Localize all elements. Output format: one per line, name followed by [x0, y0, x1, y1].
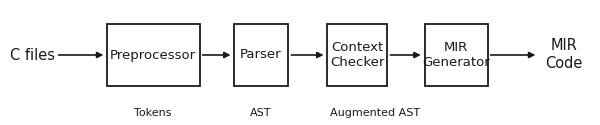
Text: MIR
Generator: MIR Generator — [422, 41, 490, 69]
Text: MIR
Code: MIR Code — [545, 38, 583, 72]
Bar — [234, 24, 288, 86]
Text: Preprocessor: Preprocessor — [110, 48, 196, 62]
Bar — [107, 24, 199, 86]
Text: Context
Checker: Context Checker — [330, 41, 384, 69]
Text: Augmented AST: Augmented AST — [330, 108, 420, 118]
Text: Parser: Parser — [240, 48, 282, 62]
Bar — [425, 24, 487, 86]
Bar — [327, 24, 387, 86]
Text: Tokens: Tokens — [134, 108, 172, 118]
Text: C files: C files — [11, 48, 56, 62]
Text: AST: AST — [250, 108, 272, 118]
